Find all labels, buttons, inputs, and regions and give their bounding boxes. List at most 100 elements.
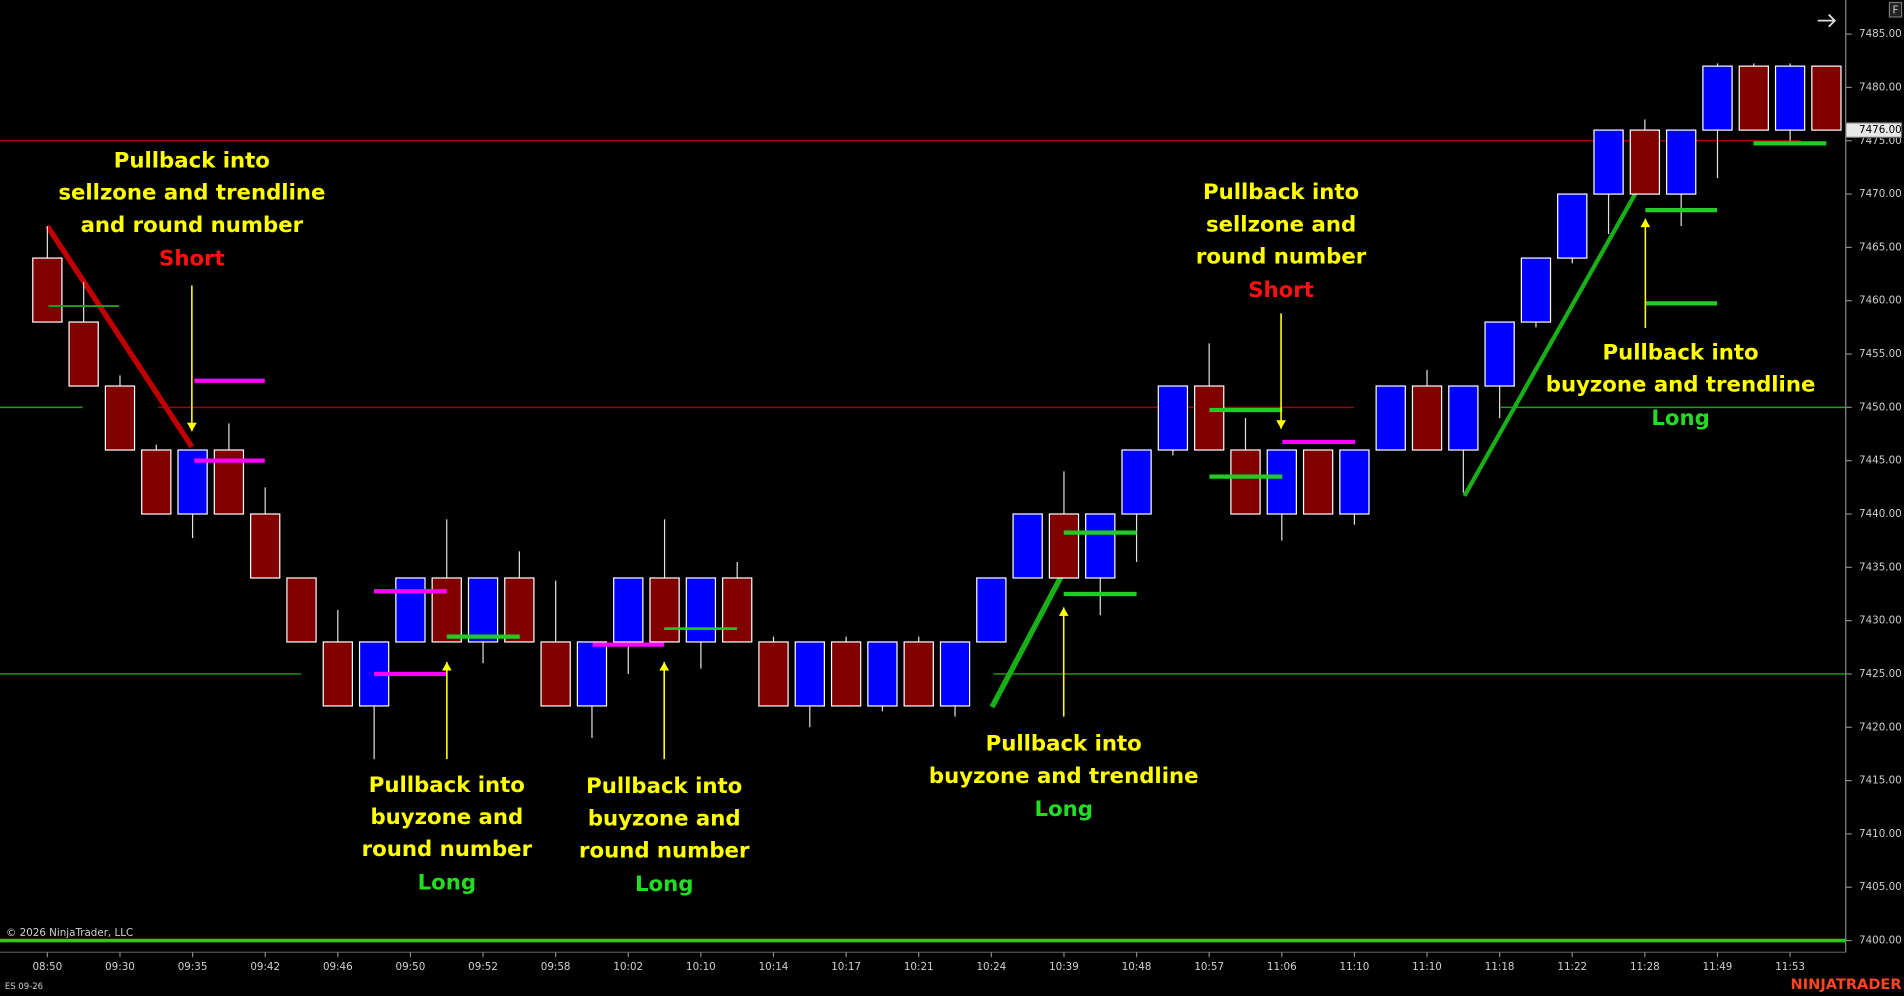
candle-body <box>1666 129 1697 195</box>
candle-body <box>1121 449 1152 515</box>
candle-body <box>903 641 934 707</box>
x-tick-label: 09:58 <box>541 961 571 973</box>
annotation-line: round number <box>579 838 750 863</box>
candle-body <box>431 577 462 643</box>
arrow-head <box>187 422 197 432</box>
arrow-head <box>442 661 452 671</box>
x-tick-label: 10:21 <box>904 961 934 973</box>
candle-body <box>1411 385 1443 451</box>
y-tick-label: 7430.00 <box>1859 615 1902 627</box>
x-tick-label: 09:30 <box>105 961 135 973</box>
candle-body <box>177 449 208 515</box>
annotation-signal: Long <box>1651 406 1709 431</box>
x-tick-label: 09:46 <box>323 961 353 973</box>
annotation-line: buyzone and trendline <box>1546 373 1816 398</box>
annotation-signal: Long <box>418 871 476 896</box>
candle-body <box>722 577 753 643</box>
candle-body <box>1375 385 1406 451</box>
x-tick-label: 10:14 <box>759 961 789 973</box>
x-tick-label: 11:28 <box>1630 961 1660 973</box>
brand: NINJATRADER <box>1791 976 1902 993</box>
instrument: ES 09-26 <box>5 982 43 992</box>
arrow-head <box>1276 420 1286 429</box>
x-tick-label: 10:39 <box>1049 961 1079 973</box>
y-tick-label: 7445.00 <box>1859 455 1902 467</box>
candle-body <box>250 513 281 579</box>
y-tick-label: 7405.00 <box>1859 881 1902 893</box>
candle-body <box>1702 65 1733 131</box>
trendline <box>989 570 1067 709</box>
candle-body <box>649 577 680 643</box>
annotation-line: Pullback into <box>114 149 270 174</box>
current-price-label: 7476.00 <box>1859 124 1902 136</box>
annotation-line: Pullback into <box>986 732 1142 757</box>
y-tick-label: 7450.00 <box>1859 401 1902 413</box>
annotation-line: buyzone and <box>588 806 741 831</box>
x-tick-label: 10:10 <box>686 961 716 973</box>
panel-button[interactable] <box>1888 1 1903 18</box>
candle-body <box>1230 449 1261 515</box>
x-tick-label: 11:18 <box>1485 961 1515 973</box>
x-tick-label: 10:24 <box>976 961 1006 973</box>
x-tick-label: 08:50 <box>32 961 62 973</box>
x-tick-label: 11:53 <box>1775 961 1805 973</box>
candle-body <box>830 641 862 707</box>
trendline <box>1462 174 1648 497</box>
candle-body <box>286 577 317 643</box>
candle-body <box>1266 449 1297 515</box>
candle-body <box>1557 193 1588 259</box>
y-tick-label: 7440.00 <box>1859 508 1902 520</box>
candle-body <box>1012 513 1043 579</box>
trendline <box>45 224 195 449</box>
candle-body <box>576 641 608 707</box>
arrow-head <box>659 661 670 671</box>
candle-body <box>976 577 1007 643</box>
candle-body <box>1774 65 1806 131</box>
candle-body <box>1484 321 1515 387</box>
candle-body <box>1048 513 1080 579</box>
annotation-line: Pullback into <box>586 774 742 799</box>
current-price-box <box>1845 122 1903 138</box>
annotation-line: round number <box>362 837 533 862</box>
arrow-head <box>1058 607 1069 616</box>
candle-body <box>939 641 971 707</box>
annotation-signal: Short <box>159 246 225 271</box>
candle-body <box>1448 385 1479 451</box>
x-tick-label: 11:49 <box>1703 961 1733 973</box>
candle-body <box>540 641 571 707</box>
annotation-line: sellzone and <box>1206 212 1356 237</box>
candle-body <box>68 321 99 387</box>
collapse-arrow[interactable] <box>1817 13 1837 28</box>
x-tick-label: 10:48 <box>1122 961 1152 973</box>
candle-body <box>504 577 535 643</box>
y-tick-label: 7480.00 <box>1859 81 1902 93</box>
annotation-line: sellzone and trendline <box>58 181 325 206</box>
candle-body <box>1157 385 1189 451</box>
candle-body <box>322 641 353 707</box>
y-tick-label: 7455.00 <box>1859 348 1902 360</box>
candle-body <box>395 577 426 643</box>
candle-body <box>758 641 789 707</box>
candle-body <box>141 449 172 515</box>
annotation-signal: Long <box>635 872 693 897</box>
candle-body <box>1085 513 1116 579</box>
y-tick-label: 7410.00 <box>1859 828 1902 840</box>
candle-body <box>467 577 499 643</box>
y-tick-label: 7435.00 <box>1859 561 1902 573</box>
x-tick-label: 10:17 <box>831 961 861 973</box>
x-tick-label: 09:50 <box>396 961 426 973</box>
candle-body <box>685 577 717 643</box>
annotation-line: and round number <box>81 213 304 238</box>
y-tick-label: 7425.00 <box>1859 668 1902 680</box>
annotation-line: buyzone and <box>370 805 523 830</box>
arrow-head <box>1640 218 1651 228</box>
candle-body <box>1738 65 1769 131</box>
x-tick-label: 09:35 <box>178 961 208 973</box>
candle-body <box>1194 385 1225 451</box>
candle-body <box>32 257 63 323</box>
candle-body <box>104 385 136 451</box>
candle-body <box>1339 449 1370 515</box>
